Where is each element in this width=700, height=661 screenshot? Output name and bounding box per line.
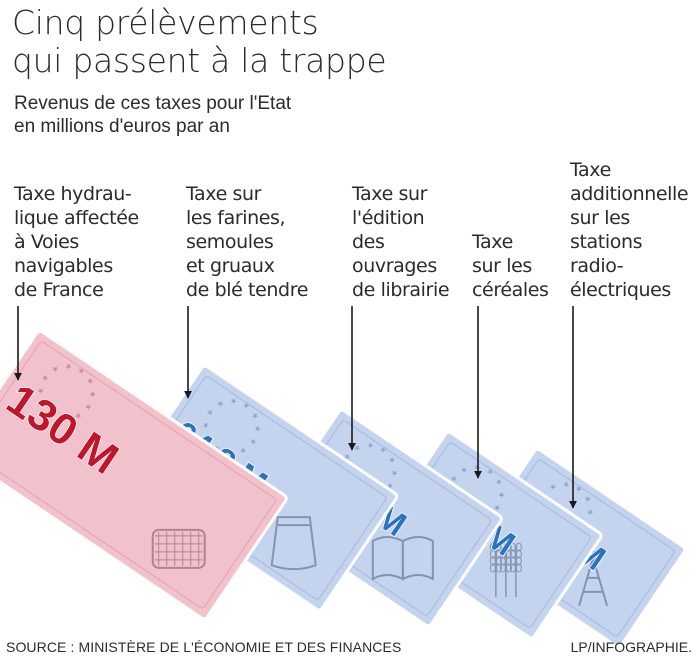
subtitle-line-1: Revenus de ces taxes pour l'Etat bbox=[14, 93, 292, 114]
label-line: Taxe bbox=[570, 159, 611, 181]
star-icon: ★ bbox=[228, 395, 239, 406]
label-line: ouvrages bbox=[352, 255, 437, 277]
star-icon: ★ bbox=[493, 476, 504, 487]
star-icon: ★ bbox=[485, 466, 496, 477]
label-line: Taxe sur bbox=[186, 183, 262, 205]
label-line: des bbox=[352, 231, 385, 253]
star-icon: ★ bbox=[496, 489, 507, 500]
star-icon: ★ bbox=[352, 442, 363, 453]
label-line: et gruaux bbox=[186, 255, 275, 277]
star-icon: ★ bbox=[224, 447, 235, 458]
star-icon: ★ bbox=[87, 389, 98, 400]
star-icon: ★ bbox=[386, 454, 397, 465]
label-taxe-sur-les-cereales: Taxe sur les céréales bbox=[472, 230, 549, 302]
star-icon: ★ bbox=[342, 451, 353, 462]
label-line: de blé tendre bbox=[186, 279, 308, 301]
label-taxe-hydraulique-affectee-a-voies-navigables-de-france: Taxe hydrau-lique affectée à Voies navigab… bbox=[14, 182, 139, 302]
label-line: de France bbox=[14, 279, 104, 301]
star-icon: ★ bbox=[50, 363, 61, 374]
label-line: radio- bbox=[570, 255, 624, 277]
page-subtitle: Revenus de ces taxes pour l'Etat en mill… bbox=[14, 92, 614, 138]
star-icon: ★ bbox=[83, 401, 94, 412]
star-icon: ★ bbox=[585, 507, 596, 518]
star-icon: ★ bbox=[573, 483, 584, 494]
star-icon: ★ bbox=[582, 493, 593, 504]
label-line: navigables bbox=[14, 255, 113, 277]
title-line-1: Cinq prélèvements bbox=[12, 3, 319, 42]
banknote-taxe-hydraulique-affectee-a-voies-navigables-de-france: ★★★★★★★★ ★ ★★★130 M bbox=[0, 329, 288, 621]
label-taxe-sur-les-farines-semoules-et-gruaux-de-ble-tendre: Taxe sur les farines, semoules et gruaux de … bbox=[186, 182, 308, 302]
star-icon: ★ bbox=[547, 481, 558, 492]
source-note: SOURCE : MINISTÈRE DE L'ÉCONOMIE ET DES … bbox=[6, 639, 402, 655]
stars-circle: ★★★★★★★★★★★★ bbox=[35, 361, 98, 424]
star-icon: ★ bbox=[389, 467, 400, 478]
star-icon: ★ bbox=[252, 423, 263, 434]
label-line: lique affectée bbox=[14, 207, 139, 229]
label-line: sur les bbox=[472, 255, 532, 277]
label-line: électriques bbox=[570, 279, 671, 301]
star-icon: ★ bbox=[40, 372, 51, 383]
banknote-border bbox=[0, 341, 277, 609]
credit-note: LP/INFOGRAPHIE. bbox=[570, 639, 692, 655]
label-line: sur les bbox=[570, 207, 630, 229]
star-icon: ★ bbox=[200, 420, 211, 431]
label-line: additionnelle bbox=[570, 183, 689, 205]
label-line: Taxe sur bbox=[352, 183, 428, 205]
label-taxe-sur-l-edition-des-ouvrages-de-librairie: Taxe sur l'édition des ouvrages de librairie bbox=[352, 182, 450, 302]
star-icon: ★ bbox=[238, 445, 249, 456]
star-icon: ★ bbox=[215, 398, 226, 409]
label-line: de librairie bbox=[352, 279, 450, 301]
star-icon: ★ bbox=[35, 385, 46, 396]
star-icon: ★ bbox=[38, 398, 49, 409]
star-icon: ★ bbox=[63, 361, 74, 372]
label-taxe-additionnelle-sur-les-stations-radioelectriques: Taxe additionnelle sur les stations radio-él… bbox=[570, 158, 689, 302]
flour-sack-icon bbox=[270, 516, 317, 571]
star-icon: ★ bbox=[205, 407, 216, 418]
star-icon: ★ bbox=[459, 464, 470, 475]
page-title: Cinq prélèvements qui passent à la trapp… bbox=[12, 4, 612, 80]
star-icon: ★ bbox=[248, 436, 259, 447]
banknotes: ★★★★★★★★★★★★10,6 M★★★★★★★★★★★★16,6 M★★★★… bbox=[0, 329, 687, 649]
subtitle-line-2: en millions d'euros par an bbox=[14, 116, 230, 137]
arrows bbox=[14, 306, 577, 509]
star-icon: ★ bbox=[492, 502, 503, 513]
label-line: Taxe hydrau- bbox=[14, 183, 132, 205]
label-line: céréales bbox=[472, 279, 549, 301]
label-line: les farines, bbox=[186, 207, 286, 229]
star-icon: ★ bbox=[241, 400, 252, 411]
title-line-2: qui passent à la trappe bbox=[12, 41, 387, 80]
label-line: semoules bbox=[186, 231, 274, 253]
star-icon: ★ bbox=[59, 413, 70, 424]
star-icon: ★ bbox=[365, 440, 376, 451]
star-icon: ★ bbox=[73, 410, 84, 421]
star-icon: ★ bbox=[561, 479, 572, 490]
label-line: l'édition bbox=[352, 207, 425, 229]
star-icon: ★ bbox=[47, 408, 58, 419]
book-icon bbox=[371, 535, 434, 581]
star-icon: ★ bbox=[203, 433, 214, 444]
star-icon: ★ bbox=[385, 480, 396, 491]
label-line: Taxe bbox=[472, 231, 513, 253]
star-icon: ★ bbox=[378, 444, 389, 455]
label-line: stations bbox=[570, 231, 643, 253]
star-icon: ★ bbox=[449, 473, 460, 484]
star-icon: ★ bbox=[85, 375, 96, 386]
wheat-icon bbox=[489, 542, 522, 598]
basket-icon bbox=[151, 528, 206, 569]
star-icon: ★ bbox=[76, 365, 87, 376]
label-line: à Voies bbox=[14, 231, 79, 253]
star-icon: ★ bbox=[250, 410, 261, 421]
